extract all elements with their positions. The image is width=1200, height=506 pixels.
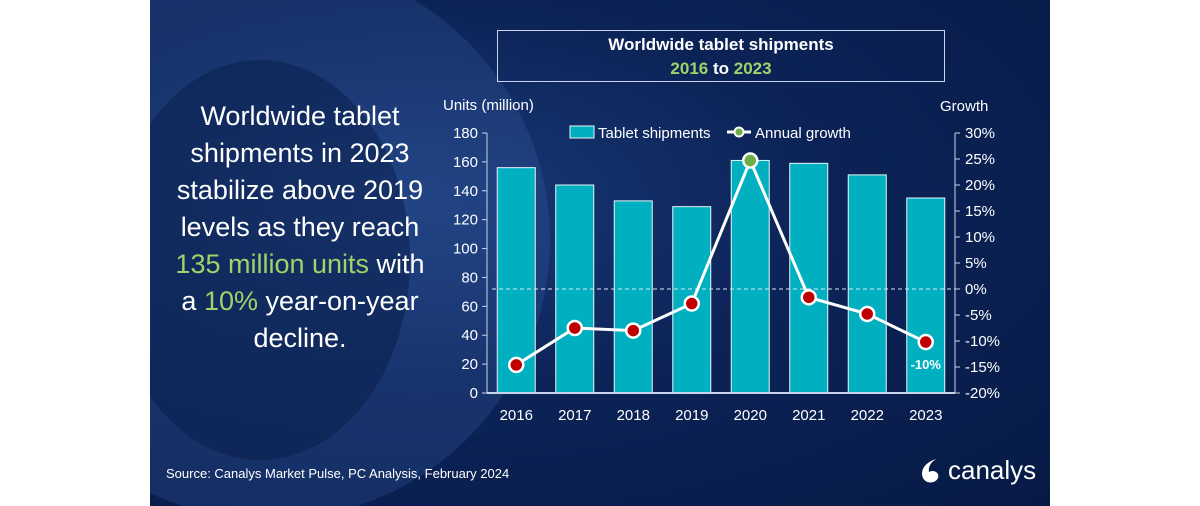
data-label-2023: -10%	[911, 357, 942, 372]
legend-bar-swatch	[569, 125, 595, 139]
x-tick-label: 2023	[909, 407, 942, 424]
right-axis-title: Growth	[940, 98, 988, 115]
growth-line	[515, 156, 927, 367]
logo-text: canalys	[948, 455, 1037, 485]
chart-subtitle: 2016 to 2023	[498, 57, 944, 81]
legend-label-growth: Annual growth	[755, 125, 851, 142]
chart-title: Worldwide tablet shipments	[608, 35, 834, 54]
growth-marker-2016	[508, 356, 525, 374]
x-tick-label: 2020	[734, 407, 767, 424]
growth-marker-2017	[566, 319, 583, 337]
growth-marker-2022	[859, 305, 876, 323]
x-tick-label: 2022	[851, 407, 884, 424]
chart: 0 20 40 60 80 100 120 140 160 180 -20% -15% -10% -5% 0…	[443, 97, 1000, 424]
headline-text: Worldwide tablet shipments in 2023 stabi…	[170, 98, 430, 357]
legend-marker-swatch	[733, 126, 745, 138]
growth-marker-2023	[917, 333, 934, 351]
source-note: Source: Canalys Market Pulse, PC Analysi…	[166, 466, 510, 481]
x-tick-label: 2017	[558, 407, 591, 424]
bar-2023	[906, 197, 946, 394]
bar-2022	[847, 174, 887, 394]
growth-marker-2020	[742, 152, 759, 169]
x-tick-label: 2021	[792, 407, 825, 424]
headline-part3: year-on-year decline.	[253, 286, 419, 353]
bar-2017	[555, 184, 595, 394]
canalys-logo-icon	[922, 458, 939, 482]
left-axis-title: Units (million)	[443, 97, 534, 114]
growth-marker-2021	[800, 289, 817, 306]
left-tick-label: 140	[453, 183, 478, 200]
chart-title-box: Worldwide tablet shipments 2016 to 2023	[497, 30, 945, 82]
headline-part1: Worldwide tablet shipments in 2023 stabi…	[176, 101, 424, 242]
headline-highlight-percent: 10%	[203, 286, 258, 316]
bar-2021	[789, 162, 829, 394]
infographic-panel: Worldwide tablet shipments 2016 to 2023 …	[150, 0, 1050, 506]
to-text: to	[708, 59, 734, 78]
left-tick-label: 160	[453, 154, 478, 171]
year-from: 2016	[670, 59, 709, 78]
right-tick-label: 20%	[965, 177, 995, 194]
left-tick-label: 40	[461, 327, 478, 344]
growth-marker-2018	[625, 322, 642, 339]
headline-highlight-units: 135 million units	[175, 249, 370, 279]
right-tick-label: -10%	[965, 333, 1000, 350]
right-tick-label: 15%	[965, 203, 995, 220]
right-tick-label: 0%	[965, 281, 987, 298]
left-tick-label: 20	[461, 356, 478, 373]
bar-2020	[730, 159, 770, 394]
headline-part2: with a	[181, 249, 425, 316]
x-tick-label: 2019	[675, 407, 708, 424]
right-tick-label: -5%	[965, 307, 992, 324]
left-tick-label: 180	[453, 125, 478, 142]
left-tick-label: 120	[453, 212, 478, 229]
growth-marker-2019	[683, 295, 700, 312]
bar-2018	[613, 200, 653, 394]
right-tick-label: 30%	[965, 125, 995, 142]
right-tick-label: -15%	[965, 359, 1000, 376]
right-tick-label: 5%	[965, 255, 987, 272]
left-tick-label: 0	[470, 385, 478, 402]
legend-label-shipments: Tablet shipments	[598, 125, 711, 142]
background-swoosh-inner	[150, 60, 410, 460]
left-tick-label: 80	[461, 269, 478, 286]
x-tick-label: 2016	[500, 407, 533, 424]
right-tick-label: 10%	[965, 229, 995, 246]
left-tick-label: 60	[461, 298, 478, 315]
right-tick-label: 25%	[965, 151, 995, 168]
right-tick-label: -20%	[965, 385, 1000, 402]
year-to: 2023	[733, 59, 772, 78]
left-tick-label: 100	[453, 241, 478, 258]
canalys-logo: canalys	[918, 455, 1036, 486]
x-tick-label: 2018	[617, 407, 650, 424]
